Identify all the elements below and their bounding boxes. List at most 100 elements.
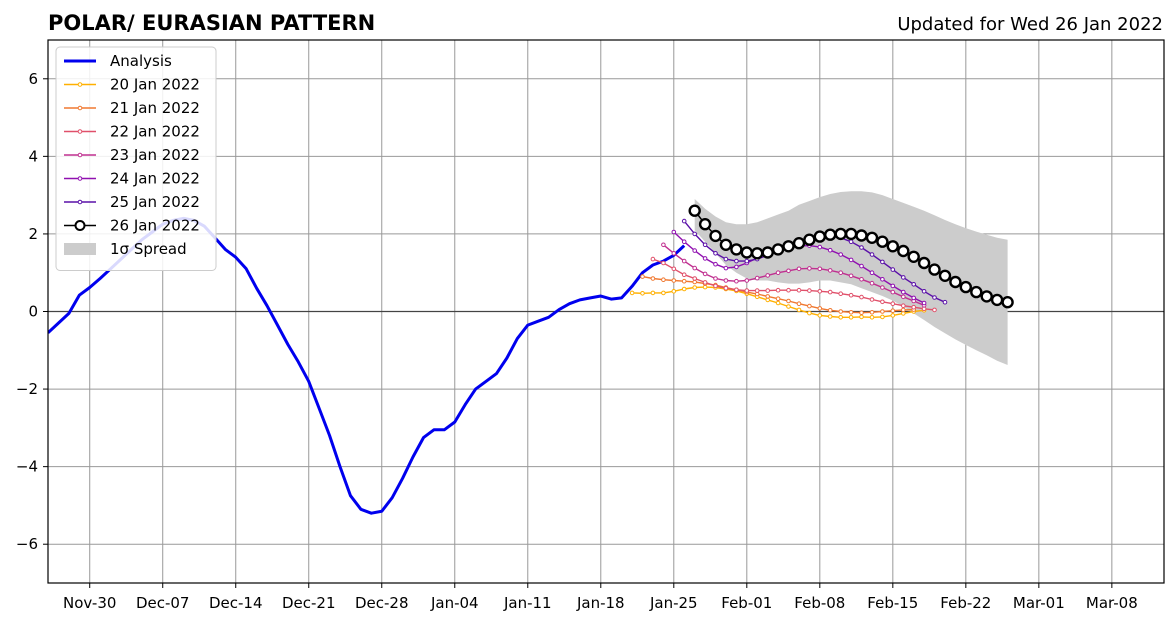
forecast-point xyxy=(723,256,729,262)
forecast-point xyxy=(754,288,760,293)
legend-box xyxy=(55,46,217,271)
forecast-point xyxy=(859,314,864,320)
latest-forecast-point xyxy=(886,240,899,253)
forecast-point xyxy=(838,309,844,314)
x-tick-label: Dec-14 xyxy=(209,594,263,612)
chart-subtitle: Updated for Wed 26 Jan 2022 xyxy=(897,14,1163,35)
forecast-point xyxy=(786,298,791,304)
forecast-point xyxy=(765,273,771,278)
forecast-point xyxy=(848,315,854,320)
forecast-point xyxy=(702,256,708,261)
x-tick-label: Feb-22 xyxy=(940,594,991,612)
forecast-point xyxy=(827,247,833,253)
latest-forecast-point xyxy=(844,227,858,241)
forecast-point xyxy=(702,242,708,248)
forecast-point xyxy=(640,291,645,296)
forecast-point xyxy=(859,263,864,269)
forecast-point xyxy=(859,310,864,316)
forecast-point xyxy=(890,283,896,289)
latest-forecast-point xyxy=(897,244,910,258)
series-4 xyxy=(661,242,927,308)
forecast-point xyxy=(661,290,666,296)
forecast-point xyxy=(796,307,802,313)
axes: Nov-30 Dec-07 Dec-14 Dec-21 Dec-28 Jan-04 Jan-… xyxy=(16,39,1165,612)
forecast-point xyxy=(890,267,896,272)
forecast-point xyxy=(775,300,781,306)
forecast-point xyxy=(848,239,854,244)
latest-forecast-point xyxy=(698,217,712,231)
latest-forecast-point xyxy=(709,229,722,243)
forecast-point xyxy=(880,309,885,314)
latest-forecast-point xyxy=(855,229,868,242)
x-tick-label: Jan-25 xyxy=(649,594,698,612)
forecast-point xyxy=(734,287,739,293)
x-tick-label: Nov-30 xyxy=(63,594,116,612)
latest-forecast-point xyxy=(803,233,816,246)
legend-label: 20 Jan 2022 xyxy=(110,76,200,94)
forecast-point xyxy=(807,288,812,293)
forecast-point xyxy=(890,313,896,318)
legend-handle-spread xyxy=(64,243,96,255)
legend-handle-marker xyxy=(77,152,83,158)
forecast-point xyxy=(890,308,896,314)
legend-label: Analysis xyxy=(110,52,172,70)
x-tick-label: Jan-04 xyxy=(430,594,479,612)
x-tick-label: Feb-15 xyxy=(867,594,918,612)
y-tick-label: −6 xyxy=(16,535,38,553)
forecast-point xyxy=(796,287,802,293)
latest-forecast-point xyxy=(782,240,795,253)
forecast-point xyxy=(880,285,885,290)
x-tick-label: Dec-21 xyxy=(282,594,336,612)
forecast-point xyxy=(671,251,677,256)
forecast-point xyxy=(775,270,781,276)
forecast-point xyxy=(775,287,781,293)
forecast-point xyxy=(765,294,771,299)
forecast-point xyxy=(880,259,885,265)
forecast-point xyxy=(692,285,698,290)
forecast-point xyxy=(921,300,927,306)
forecast-point xyxy=(880,299,885,305)
latest-forecast-point xyxy=(719,238,733,252)
forecast-point xyxy=(713,283,718,289)
forecast-point xyxy=(880,314,885,320)
forecast-point xyxy=(890,289,896,295)
forecast-point xyxy=(786,304,791,309)
forecast-point xyxy=(723,278,729,283)
forecast-point xyxy=(848,257,854,263)
forecast-point xyxy=(817,244,823,250)
forecast-point xyxy=(796,266,802,272)
forecast-point xyxy=(911,282,917,287)
forecast-point xyxy=(786,287,791,293)
forecast-point xyxy=(640,274,645,279)
forecast-point xyxy=(869,252,875,257)
forecast-point xyxy=(671,229,677,235)
forecast-point xyxy=(921,289,927,294)
forecast-point xyxy=(911,295,917,301)
x-tick-label: Mar-01 xyxy=(1013,594,1065,612)
x-tick-label: Feb-01 xyxy=(721,594,772,612)
forecast-point xyxy=(869,310,875,315)
forecast-point xyxy=(827,289,833,295)
forecast-point xyxy=(827,308,833,313)
forecast-point xyxy=(671,289,677,294)
spread-band xyxy=(694,191,1008,365)
forecast-point xyxy=(671,266,677,272)
forecast-point xyxy=(681,218,687,224)
latest-forecast-point xyxy=(949,275,962,289)
latest-forecast-point xyxy=(751,247,764,260)
forecast-point xyxy=(827,314,833,319)
x-tick-label: Jan-11 xyxy=(503,594,552,612)
latest-forecast-point xyxy=(907,250,920,263)
forecast-point xyxy=(661,260,666,266)
forecast-point xyxy=(838,252,844,257)
forecast-point xyxy=(692,231,698,237)
latest-forecast-point xyxy=(761,246,774,259)
forecast-point xyxy=(734,264,739,270)
latest-forecast-point xyxy=(771,243,785,256)
latest-forecast-point xyxy=(917,256,931,270)
latest-forecast-point xyxy=(865,231,879,245)
latest-forecast-point xyxy=(813,230,826,243)
legend-handle-marker xyxy=(77,199,83,205)
